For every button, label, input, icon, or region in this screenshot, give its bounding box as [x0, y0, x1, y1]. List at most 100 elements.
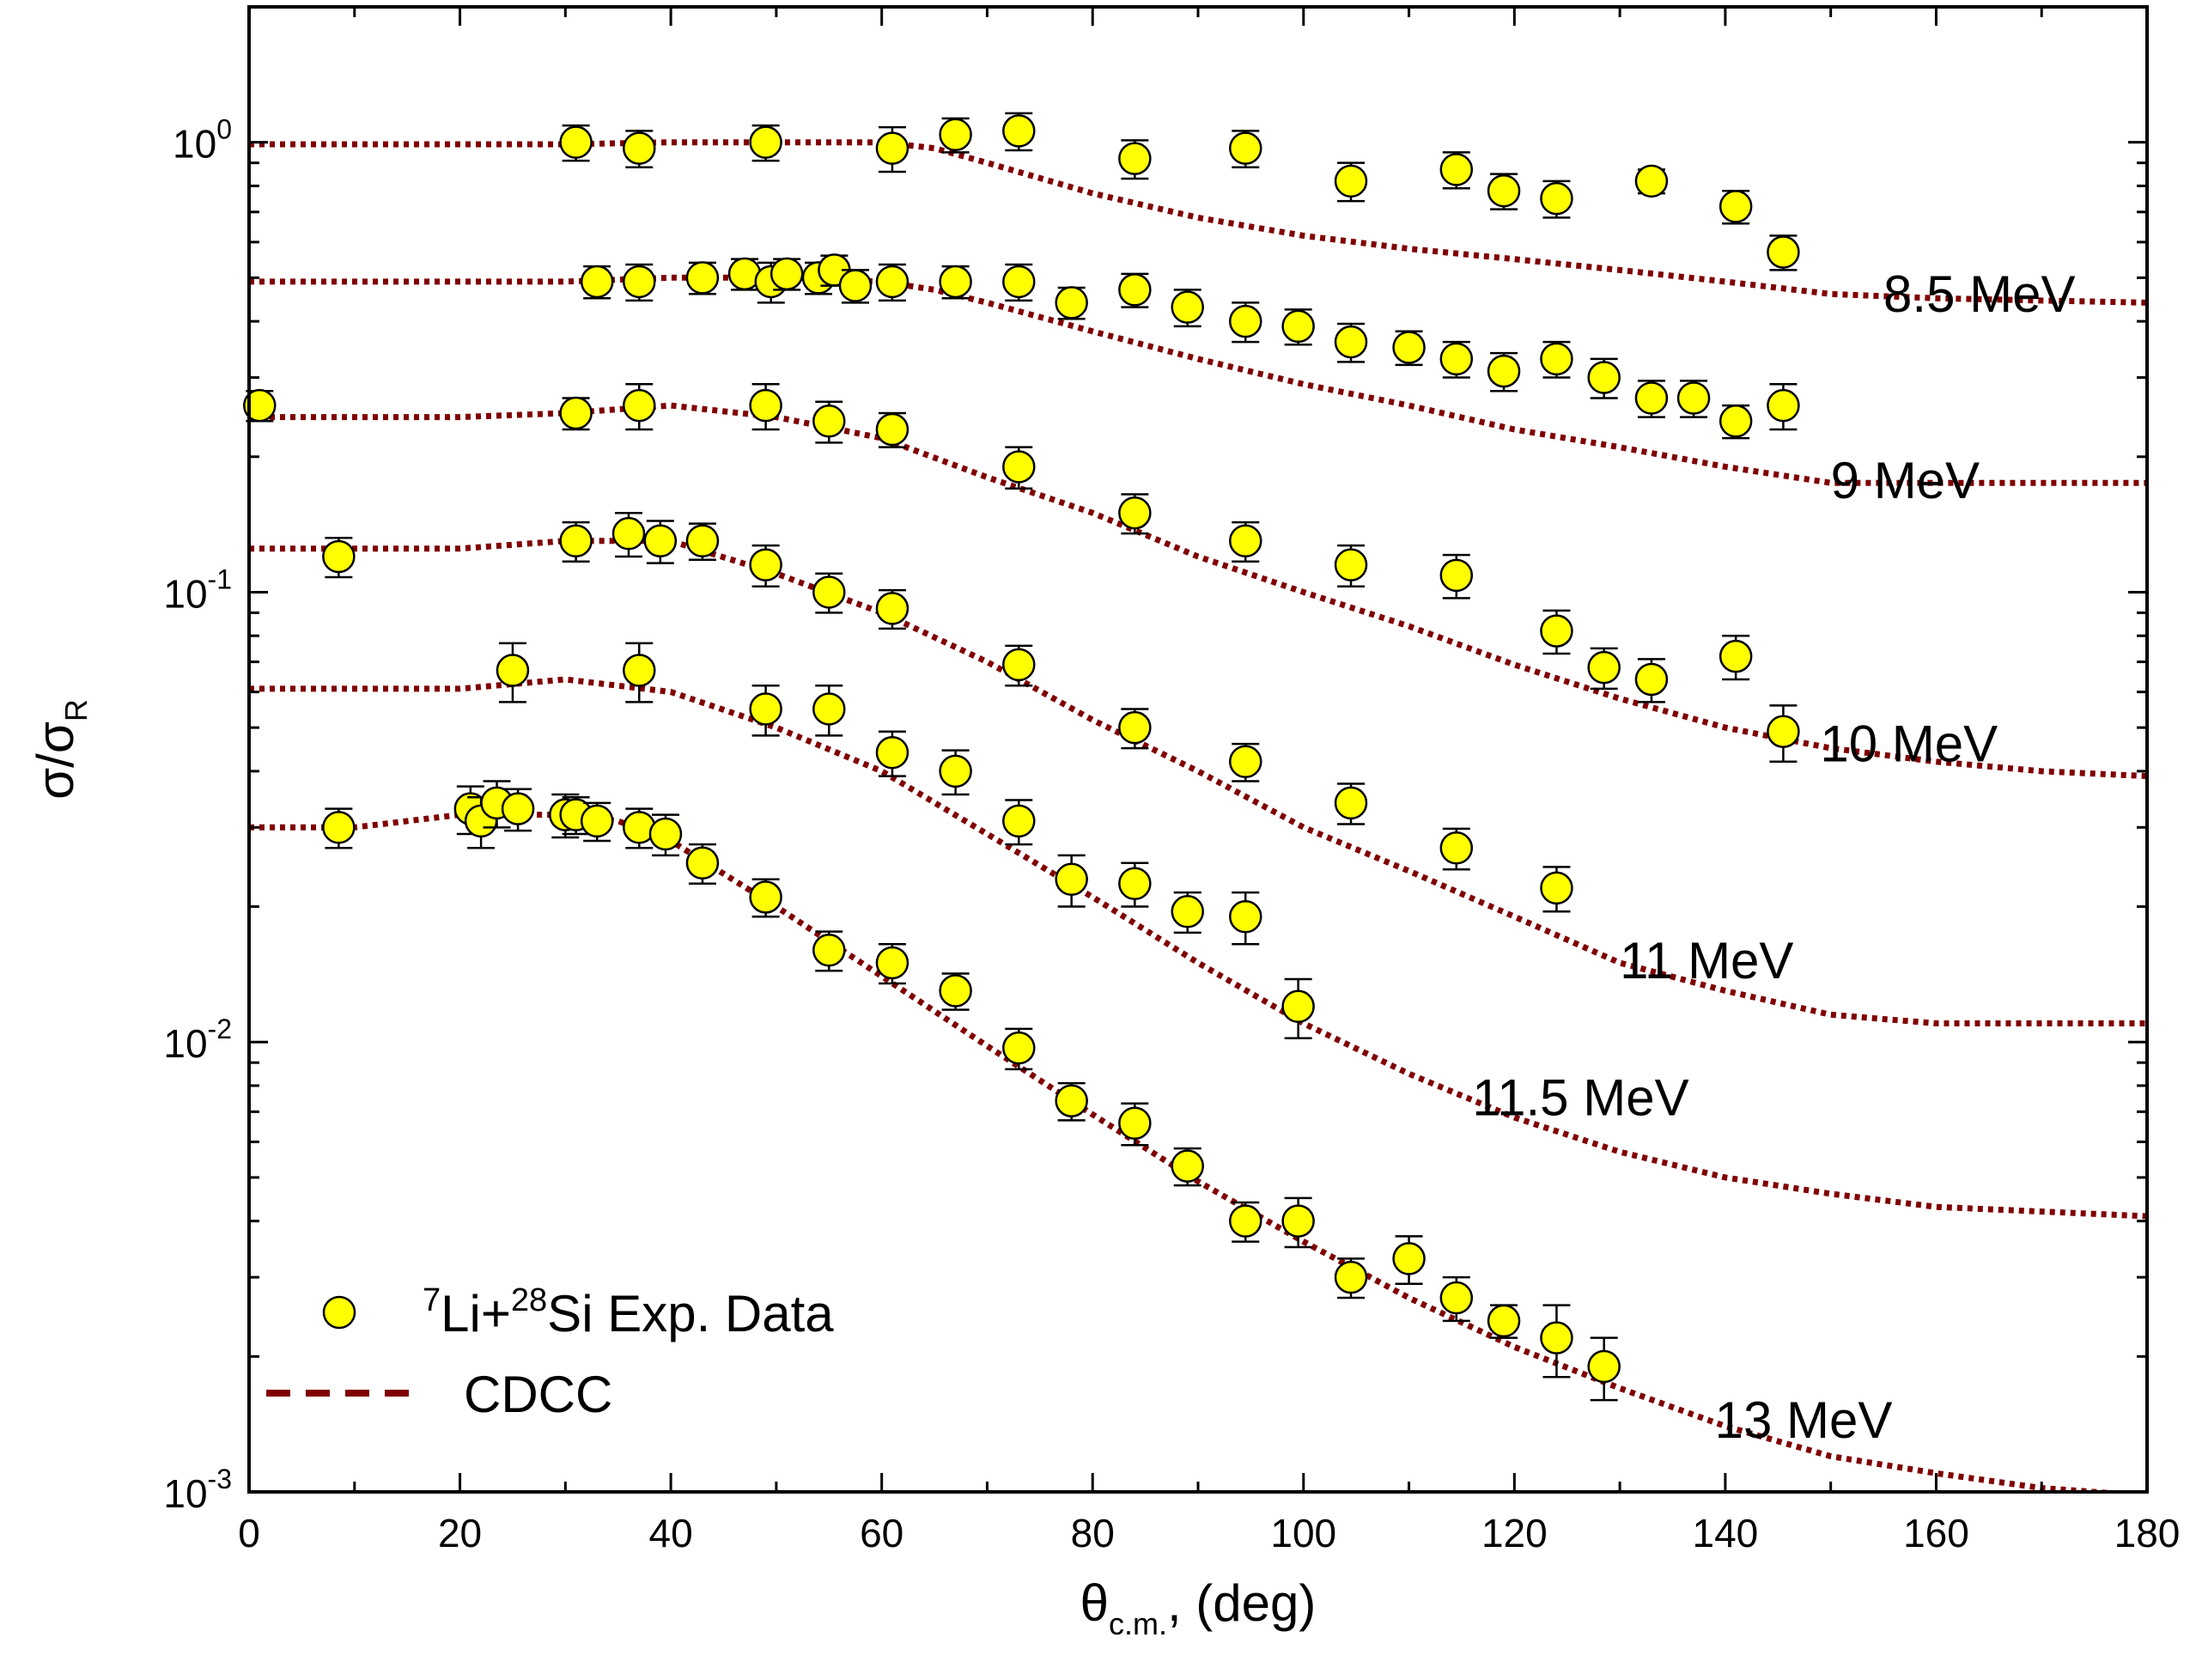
data-point: [812, 400, 846, 444]
data-point: [1439, 1275, 1474, 1323]
data-marker: [1171, 1149, 1204, 1183]
data-marker: [1334, 325, 1368, 359]
data-marker: [322, 811, 356, 844]
data-marker: [580, 265, 614, 299]
data-marker: [623, 265, 656, 299]
data-marker: [749, 548, 782, 581]
y-axis-label: σ/σR: [27, 699, 94, 800]
data-marker: [1171, 290, 1204, 324]
data-point: [1392, 330, 1426, 367]
data-point: [496, 642, 530, 703]
data-point: [1540, 340, 1573, 379]
data-marker: [812, 934, 846, 967]
data-point: [1118, 272, 1152, 308]
series-label: 13 MeV: [1715, 1391, 1893, 1449]
data-point: [559, 396, 593, 431]
data-point: [1055, 1081, 1088, 1122]
data-marker: [1487, 173, 1521, 208]
data-marker: [1171, 895, 1204, 928]
data-point: [1334, 782, 1368, 825]
data-marker: [1587, 361, 1621, 394]
data-marker: [1439, 558, 1474, 593]
data-point: [1281, 1196, 1315, 1249]
data-marker: [875, 946, 909, 980]
data-point: [559, 520, 593, 563]
data-marker: [1439, 342, 1474, 376]
cdcc-curve-0: [249, 139, 2147, 306]
y-tick-label: 100: [173, 114, 232, 167]
y-tick-label: 10-2: [163, 1013, 232, 1066]
data-point: [1002, 799, 1036, 846]
data-point: [1676, 380, 1711, 418]
legend: 7Li+28Si Exp. Data CDCC: [266, 1282, 834, 1423]
data-point: [1118, 139, 1152, 180]
data-point: [1118, 861, 1152, 908]
data-marker: [1281, 1204, 1315, 1238]
cdcc-curve-3: [249, 538, 2147, 1026]
data-marker: [749, 880, 782, 914]
data-marker: [1281, 989, 1315, 1024]
data-marker: [749, 692, 782, 726]
data-marker: [1118, 496, 1152, 530]
data-point: [1587, 647, 1621, 691]
data-marker: [243, 388, 277, 423]
data-marker: [1634, 662, 1669, 697]
data-marker: [1229, 1204, 1262, 1238]
data-point: [727, 257, 762, 291]
data-marker: [749, 388, 782, 423]
data-point: [1171, 1147, 1204, 1187]
data-marker: [1229, 131, 1262, 165]
data-point: [1439, 151, 1474, 190]
x-tick-label: 40: [649, 1511, 693, 1555]
data-marker: [1540, 614, 1573, 648]
data-point: [1392, 1235, 1426, 1286]
data-marker: [685, 524, 720, 558]
legend-label-exp: 7Li+28Si Exp. Data: [423, 1282, 834, 1342]
data-point: [1171, 289, 1204, 328]
data-point: [1767, 234, 1800, 271]
data-marker: [1229, 745, 1262, 779]
data-point: [1055, 286, 1088, 320]
data-point: [1587, 357, 1621, 399]
data-point: [1767, 704, 1800, 764]
data-marker: [812, 405, 846, 438]
data-marker: [1229, 304, 1262, 338]
data-point: [939, 265, 972, 300]
data-point: [1229, 520, 1262, 563]
x-axis-label: θc.m., (deg): [1080, 1574, 1317, 1641]
data-point: [1439, 553, 1474, 600]
data-marker: [1002, 450, 1036, 484]
data-point: [1719, 189, 1753, 225]
data-marker: [812, 575, 846, 609]
data-marker: [623, 388, 656, 423]
data-marker: [875, 412, 909, 447]
data-marker: [1055, 1084, 1088, 1117]
data-point: [875, 730, 909, 777]
data-point: [1487, 173, 1521, 210]
x-tick-label: 20: [438, 1511, 482, 1555]
data-point: [580, 265, 614, 300]
data-point: [1334, 161, 1368, 203]
data-marker: [1392, 331, 1426, 364]
data-marker: [1439, 1281, 1474, 1315]
data-marker: [1540, 871, 1573, 905]
data-point: [838, 269, 873, 304]
y-tick-label: 10-3: [163, 1464, 232, 1516]
data-marker: [1229, 524, 1262, 558]
data-point: [939, 972, 972, 1011]
data-point: [623, 263, 656, 302]
data-marker: [623, 131, 656, 165]
data-point: [812, 572, 846, 614]
series-label: 8.5 MeV: [1883, 265, 2075, 323]
data-marker: [1118, 710, 1152, 745]
data-marker: [1767, 715, 1800, 748]
data-marker: [838, 269, 873, 302]
data-point: [1229, 301, 1262, 344]
data-point: [1540, 1304, 1573, 1379]
data-marker: [1055, 286, 1088, 320]
data-marker: [1334, 1260, 1368, 1294]
data-point: [611, 511, 646, 558]
data-marker: [1055, 862, 1088, 897]
data-point: [1719, 404, 1753, 440]
